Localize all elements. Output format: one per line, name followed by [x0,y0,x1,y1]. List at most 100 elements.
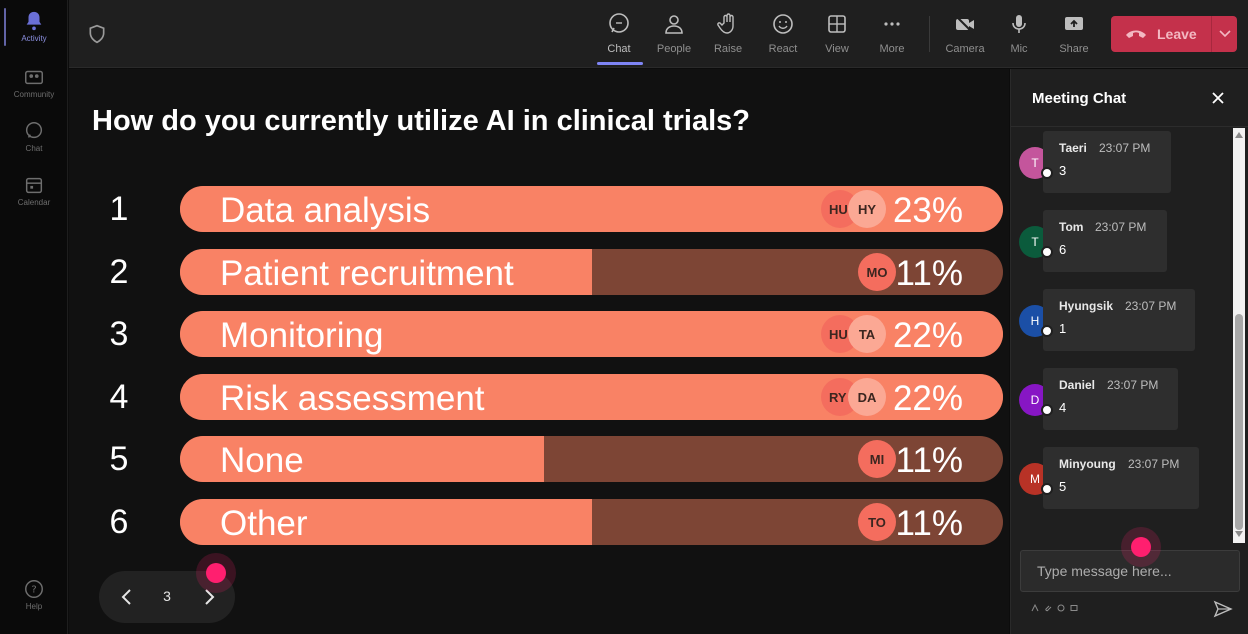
toolbar-people-button[interactable]: People [649,10,699,64]
voter-avatar: MO [858,253,896,291]
toolbar-label: More [879,43,905,55]
message-bubble: Tom 23:07 PM 6 [1043,210,1167,272]
view-grid-icon [828,15,846,33]
chat-bubble-icon [609,13,629,33]
poll-option-percent: 22% [892,379,963,418]
toolbar-mic-button[interactable]: Mic [994,10,1044,64]
poll-option-number: 3 [109,315,129,353]
message-bubble: Hyungsik 23:07 PM 1 [1043,289,1195,351]
message-compose-box[interactable] [1020,550,1240,592]
community-icon [25,70,43,85]
poll-option-bar: Other TO 11% [180,499,1003,545]
message-input[interactable] [1021,551,1239,591]
poll-option-bar: Monitoring HU TA 22% [180,311,1003,357]
message-bubble: Daniel 23:07 PM 4 [1043,368,1178,430]
voter-avatar: TA [848,315,886,353]
voter-avatar: MI [858,440,896,478]
chat-message-list[interactable]: T Taeri 23:07 PM 3 T Tom 23:07 PM 6 H Hyungsik 23:… [1011,128,1233,543]
scrollbar-thumb[interactable] [1235,314,1243,530]
chat-scrollbar[interactable] [1233,128,1245,543]
poll-option-fill [180,436,544,482]
presence-status-dot [1041,325,1053,337]
toolbar-more-button[interactable]: More [867,10,917,64]
poll-option-label: Patient recruitment [220,254,514,293]
toolbar-label: Camera [945,43,985,55]
rail-item-chat[interactable]: Chat [0,120,68,170]
scroll-down-arrow[interactable] [1235,531,1243,537]
poll-option-bar: Data analysis HU HY 23% [180,186,1003,232]
toolbar-label: Mic [1010,43,1028,55]
gif-icon[interactable] [1070,604,1078,612]
message-bubble: Minyoung 23:07 PM 5 [1043,447,1199,509]
poll-option-label: Other [220,504,308,543]
poll-option: 1 Data analysis HU HY 23% [69,186,1009,232]
toolbar-label: Chat [607,43,631,55]
chevron-left-icon[interactable] [115,585,139,609]
rail-item-help[interactable]: ? Help [0,578,68,628]
poll-option-bar: Risk assessment RY DA 22% [180,374,1003,420]
scroll-up-arrow[interactable] [1235,132,1243,138]
chevron-right-icon[interactable] [197,585,221,609]
poll-option-percent: 11% [895,254,963,293]
help-icon: ? [25,580,43,598]
poll-option-percent: 11% [895,441,963,480]
presence-status-dot [1041,167,1053,179]
toolbar-chat-button[interactable]: Chat [594,10,644,64]
send-icon[interactable] [1213,599,1233,619]
people-icon [665,15,683,34]
smiley-icon [773,14,793,34]
attach-icon[interactable] [1044,604,1052,612]
voter-avatar: TO [858,503,896,541]
toolbar-label: React [768,43,798,55]
message-sender: Tom [1059,220,1084,234]
chat-message[interactable]: T Taeri 23:07 PM 3 [1019,131,1219,193]
meeting-chat-panel: Meeting Chat T Taeri 23:07 PM 3 T Tom 23:07 PM… [1010,69,1248,634]
toolbar-share-button[interactable]: Share [1049,10,1099,64]
chat-message[interactable]: T Tom 23:07 PM 6 [1019,210,1219,272]
format-toolbar [1031,604,1078,612]
calendar-icon [25,177,43,194]
toolbar-label: Share [1059,43,1089,55]
message-timestamp: 23:07 PM [1128,457,1180,471]
rail-active-indicator [4,8,6,46]
mic-icon [1012,15,1026,33]
app-rail: Activity Community Chat Calendar ? Help [0,0,68,634]
chat-message[interactable]: D Daniel 23:07 PM 4 [1019,368,1219,430]
toolbar-label: People [656,43,692,55]
poll-option: 4 Risk assessment RY DA 22% [69,374,1009,420]
rail-item-community[interactable]: Community [0,66,68,116]
poll-option: 6 Other TO 11% [69,499,1009,545]
chat-message[interactable]: M Minyoung 23:07 PM 5 [1019,447,1219,509]
message-text: 3 [1059,163,1067,178]
meeting-toolbar: Chat People Raise React View More Camera… [69,0,1248,68]
rail-item-activity[interactable]: Activity [0,10,68,60]
toolbar-react-button[interactable]: React [758,10,808,64]
close-icon[interactable] [1209,89,1227,107]
poll-option-percent: 11% [895,504,963,543]
presence-status-dot [1041,404,1053,416]
toolbar-view-button[interactable]: View [812,10,862,64]
rail-item-calendar[interactable]: Calendar [0,174,68,224]
toolbar-raise-button[interactable]: Raise [703,10,753,64]
message-bubble: Taeri 23:07 PM 3 [1043,131,1171,193]
message-text: 4 [1059,400,1067,415]
emoji-icon[interactable] [1057,604,1065,612]
chat-header: Meeting Chat [1011,69,1248,127]
shield-icon[interactable] [87,24,107,44]
chat-title: Meeting Chat [1032,90,1127,107]
format-icon[interactable] [1031,604,1039,612]
camera-off-icon [955,15,974,34]
message-timestamp: 23:07 PM [1099,141,1151,155]
leave-options-button[interactable] [1212,16,1237,52]
presence-status-dot [1041,483,1053,495]
rail-label: Calendar [17,198,51,207]
leave-main[interactable]: Leave [1111,16,1211,52]
leave-button[interactable]: Leave [1111,16,1237,52]
toolbar-camera-button[interactable]: Camera [940,10,990,64]
rail-label: Help [25,602,43,611]
presence-status-dot [1041,246,1053,258]
poll-option-number: 5 [109,440,129,478]
chat-message[interactable]: H Hyungsik 23:07 PM 1 [1019,289,1219,351]
poll-option-number: 4 [109,378,129,416]
message-text: 6 [1059,242,1067,257]
